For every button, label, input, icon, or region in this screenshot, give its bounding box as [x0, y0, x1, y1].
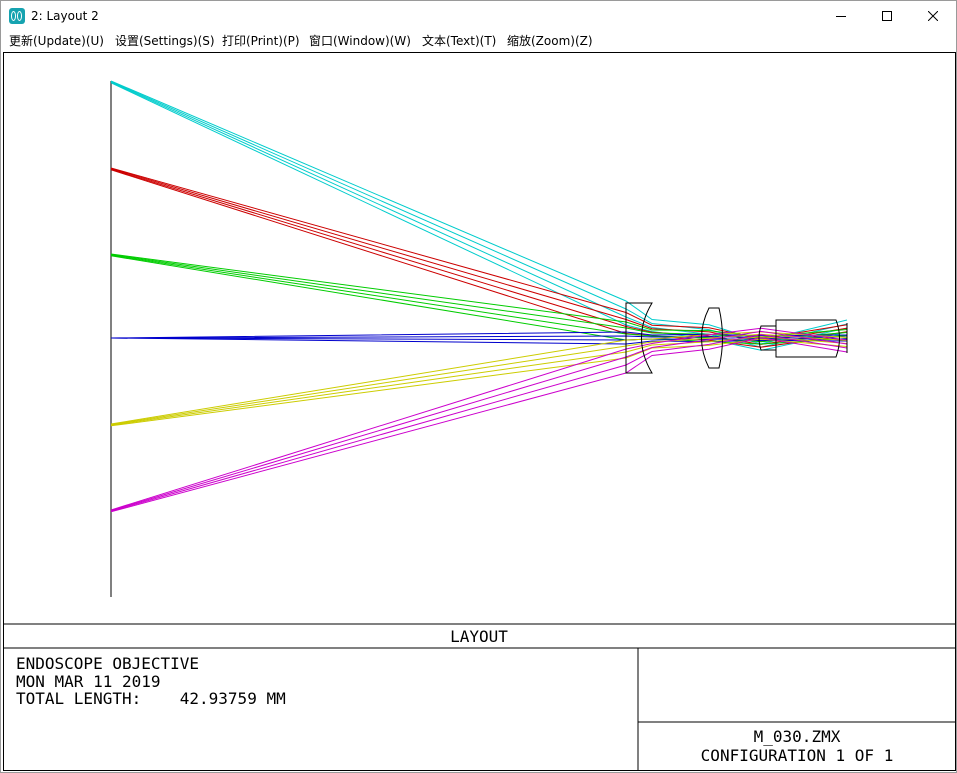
- minimize-button[interactable]: [818, 1, 864, 31]
- lens-element-4: [775, 319, 840, 358]
- ray-field-5-3: [110, 168, 848, 345]
- ray-field-2-2: [110, 333, 848, 426]
- ray-field-5-4: [110, 169, 848, 348]
- title-block-frame: [4, 623, 955, 770]
- ray-field-6-2: [110, 81, 848, 345]
- menu-bar: 更新(Update)(U) 设置(Settings)(S) 打印(Print)(…: [1, 31, 956, 51]
- ray-field-4-2: [110, 254, 848, 340]
- plot-header: LAYOUT: [450, 627, 508, 646]
- ray-field-2-1: [110, 331, 848, 425]
- window-title: 2: Layout 2: [31, 9, 99, 23]
- ray-field-2-3: [110, 336, 848, 426]
- file-name: M_030.ZMX: [754, 727, 841, 746]
- menu-update[interactable]: 更新(Update)(U): [9, 34, 104, 48]
- maximize-icon: [882, 11, 892, 21]
- lens-elements: [625, 302, 848, 374]
- menu-settings[interactable]: 设置(Settings)(S): [115, 34, 215, 48]
- ray-field-6-4: [110, 82, 848, 351]
- ray-fans: [110, 80, 848, 513]
- ray-field-4-1: [110, 253, 848, 338]
- close-icon: [928, 11, 938, 21]
- menu-window[interactable]: 窗口(Window)(W): [309, 34, 411, 48]
- zemax-app-icon[interactable]: [9, 8, 25, 24]
- ray-field-6-3: [110, 81, 848, 348]
- close-button[interactable]: [910, 1, 956, 31]
- lens-element-3: [758, 325, 777, 351]
- lens-element-1: [625, 302, 653, 374]
- menu-print[interactable]: 打印(Print)(P): [222, 34, 300, 48]
- maximize-button[interactable]: [864, 1, 910, 31]
- ray-field-6-1: [110, 80, 848, 342]
- ray-field-3-3: [110, 334, 848, 512]
- ray-field-5-1: [110, 167, 848, 340]
- total-length: TOTAL LENGTH: 42.93759 MM: [16, 689, 286, 708]
- menu-text[interactable]: 文本(Text)(T): [422, 34, 497, 48]
- ray-field-3-1: [110, 327, 848, 511]
- configuration-label: CONFIGURATION 1 OF 1: [701, 746, 894, 765]
- plot-date: MON MAR 11 2019: [16, 672, 161, 691]
- system-title: ENDOSCOPE OBJECTIVE: [16, 654, 199, 673]
- ray-field-3-4: [110, 337, 848, 513]
- menu-zoom[interactable]: 缩放(Zoom)(Z): [507, 34, 593, 48]
- layout-plot-area[interactable]: [3, 52, 956, 771]
- lens-element-2: [701, 307, 723, 369]
- minimize-icon: [836, 16, 846, 17]
- title-bar[interactable]: 2: Layout 2: [1, 1, 956, 31]
- ray-field-3-2: [110, 330, 848, 512]
